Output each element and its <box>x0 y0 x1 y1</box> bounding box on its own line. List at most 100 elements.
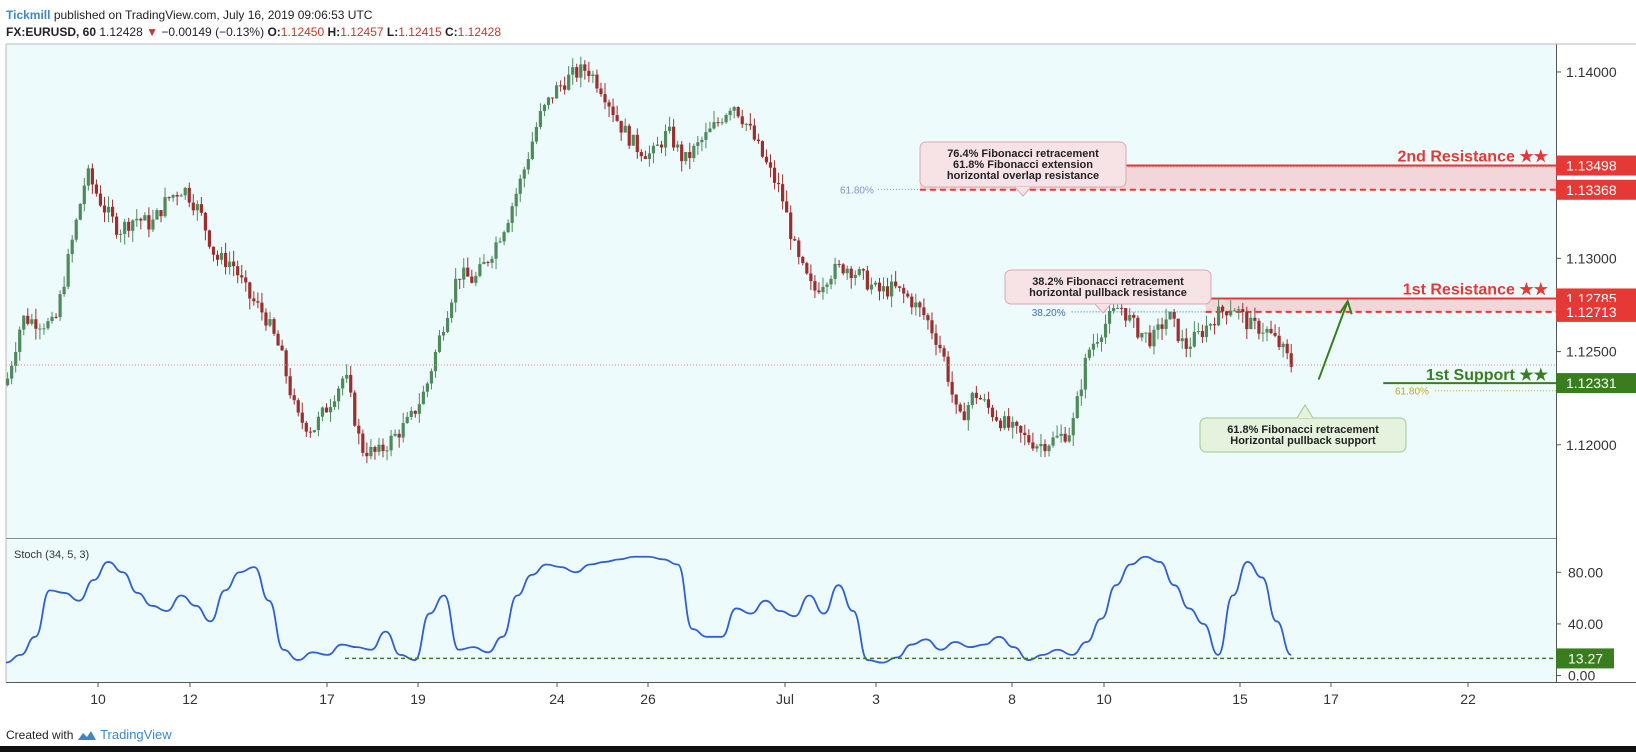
candle-body <box>341 378 345 389</box>
publish-header: Tickmill published on TradingView.com, J… <box>6 8 372 22</box>
candle-body <box>458 278 462 280</box>
candle-body <box>1079 389 1083 397</box>
candle-body <box>393 433 397 436</box>
bottom-bar <box>0 746 1636 752</box>
stoch-k-line[interactable] <box>5 555 1292 664</box>
candle-body <box>756 139 760 142</box>
tradingview-brand[interactable]: TradingView <box>100 727 172 742</box>
candle-body <box>1071 418 1075 436</box>
candle-body <box>171 195 175 198</box>
candle-body <box>155 210 159 220</box>
candle-body <box>494 242 498 259</box>
time-tick-label: 24 <box>549 691 565 707</box>
candle-body <box>534 127 538 142</box>
time-tick-label: 10 <box>90 691 106 707</box>
stoch-title: Stoch (34, 5, 3) <box>14 549 89 561</box>
candle-body <box>441 332 446 336</box>
candle-body <box>300 412 304 423</box>
candle-body <box>1249 317 1253 330</box>
candle-body <box>861 269 865 271</box>
candle-body <box>316 416 321 431</box>
candle-body <box>46 321 50 329</box>
candle-body <box>482 262 486 265</box>
candle-body <box>1164 319 1168 329</box>
candle-body <box>922 307 926 316</box>
candle-body <box>672 126 676 148</box>
candle-body <box>131 220 135 231</box>
candle-body <box>680 144 684 162</box>
candle-body <box>381 444 385 451</box>
candle-body <box>797 240 801 257</box>
stoch-tick-label: 40.00 <box>1568 616 1603 632</box>
candle-body <box>611 106 615 116</box>
price-pane[interactable] <box>6 44 1556 538</box>
candle-body <box>486 262 490 264</box>
low-value: 1.12415 <box>398 25 442 39</box>
created-with-text: Created with <box>6 728 74 742</box>
candle-body <box>934 333 938 345</box>
candle-body <box>1277 335 1281 348</box>
candle-body <box>793 239 797 241</box>
candle-body <box>1172 311 1176 319</box>
candle-body <box>10 365 14 379</box>
open-label: O: <box>267 25 281 39</box>
candle-body <box>962 411 966 421</box>
candle-body <box>389 435 393 451</box>
candle-body <box>885 286 890 297</box>
candle-body <box>845 268 849 274</box>
high-label: H: <box>327 25 341 39</box>
candle-body <box>716 122 720 124</box>
candle-body <box>421 391 425 405</box>
resistance-2-label: 2nd Resistance ★★ <box>1397 149 1548 166</box>
candle-body <box>1156 324 1160 330</box>
stoch-tick-label: 80.00 <box>1568 564 1603 580</box>
resistance-1-zone[interactable] <box>1205 298 1556 312</box>
candle-body <box>910 296 914 308</box>
candle-body <box>1148 332 1152 347</box>
projection-arrow-line[interactable] <box>1317 300 1349 380</box>
candle-body <box>1196 331 1200 333</box>
candle-body <box>813 281 817 291</box>
candle-body <box>776 182 781 185</box>
candle-body <box>704 132 708 140</box>
candle-body <box>982 399 987 401</box>
candle-body <box>86 168 90 186</box>
candle-body <box>268 319 272 326</box>
price-tick-label: 1.12500 <box>1566 344 1617 360</box>
candle-body <box>546 97 551 105</box>
candle-body <box>950 381 954 395</box>
candle-body <box>752 125 756 140</box>
candle-body <box>1112 308 1116 312</box>
candle-body <box>429 371 434 384</box>
time-tick-label: 19 <box>410 691 426 707</box>
candle-body <box>526 159 530 170</box>
projection-arrowhead-icon <box>1338 298 1353 315</box>
candle-body <box>106 206 111 213</box>
candle-body <box>1051 437 1055 446</box>
candle-body <box>1003 416 1007 429</box>
candle-body <box>502 232 506 242</box>
candle-body <box>740 116 744 125</box>
candle-body <box>930 320 934 334</box>
candle-body <box>139 218 143 221</box>
candle-body <box>42 328 46 330</box>
candle-body <box>676 144 680 148</box>
candle-body <box>946 356 950 382</box>
candle-body <box>405 416 409 424</box>
candle-body <box>1144 332 1148 334</box>
candle-body <box>974 392 978 398</box>
candle-body <box>30 319 34 324</box>
time-tick-label: 26 <box>640 691 656 707</box>
candle-body <box>296 400 300 413</box>
candle-body <box>841 264 845 274</box>
author-link[interactable]: Tickmill <box>6 8 51 22</box>
candle-body <box>228 261 232 267</box>
symbol-name: FX:EURUSD, 60 <box>6 25 97 39</box>
candle-body <box>538 111 543 128</box>
candle-body <box>1120 307 1124 309</box>
candle-body <box>191 202 195 211</box>
